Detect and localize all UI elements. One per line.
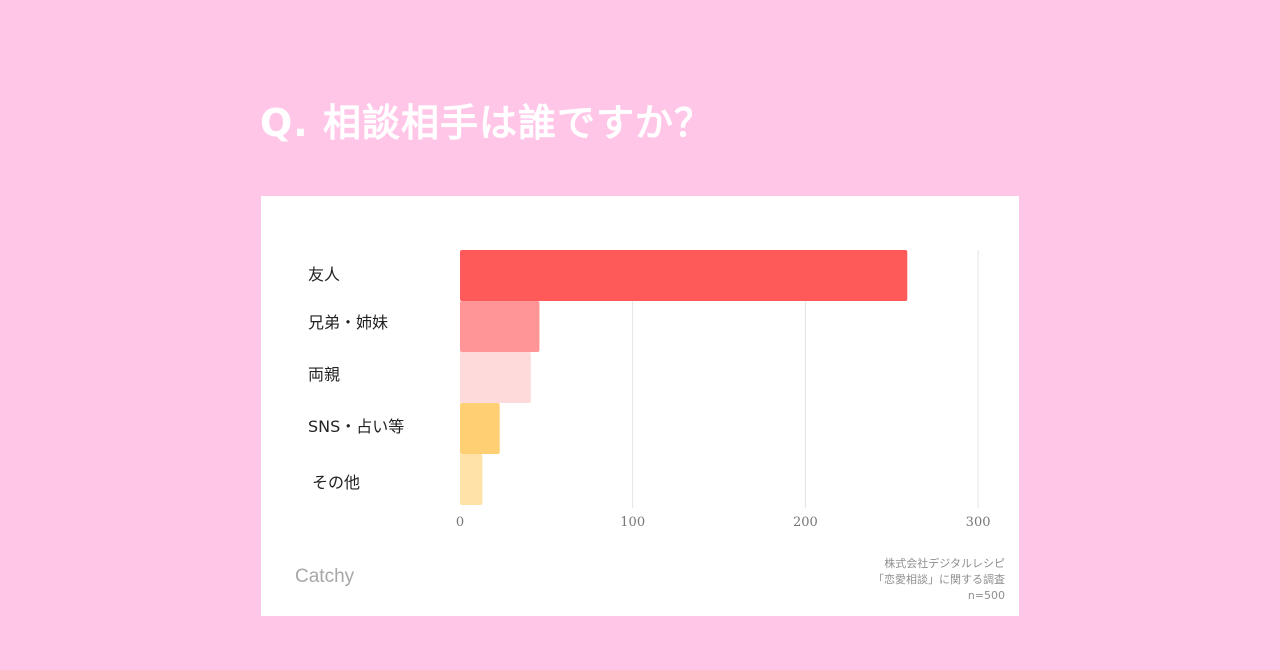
category-label-1: 友人 <box>308 265 340 284</box>
source-line-sample: n=500 <box>967 589 1005 602</box>
category-label-4: SNS・占い等 <box>308 417 404 436</box>
bar-2 <box>460 301 540 352</box>
bar-1 <box>460 250 908 301</box>
source-line-company: 株式会社デジタルレシピ <box>884 557 1005 570</box>
page-title: Q. 相談相手は誰ですか？ <box>260 101 713 145</box>
tick-label-200: 200 <box>793 515 818 530</box>
category-label-2: 兄弟・姉妹 <box>308 313 388 332</box>
bar-3 <box>460 352 531 403</box>
chart-card: 友人兄弟・姉妹両親 SNS・占い等その他 0 100 200 300 Catchy 株式会… <box>261 196 1019 616</box>
tick-label-0: 0 <box>456 515 464 530</box>
tick-label-100: 100 <box>620 515 645 530</box>
brand-logo: Catchy <box>295 566 355 587</box>
category-label-5: その他 <box>312 473 360 492</box>
source-line-survey: 「恋愛相談」に関する調査 <box>873 573 1005 586</box>
bar-5 <box>460 454 483 505</box>
source-note: 株式会社デジタルレシピ 「恋愛相談」に関する調査 n=500 <box>873 556 1005 604</box>
tick-label-300: 300 <box>966 515 991 530</box>
bar-4 <box>460 403 500 454</box>
category-label-3: 両親 <box>308 365 340 384</box>
